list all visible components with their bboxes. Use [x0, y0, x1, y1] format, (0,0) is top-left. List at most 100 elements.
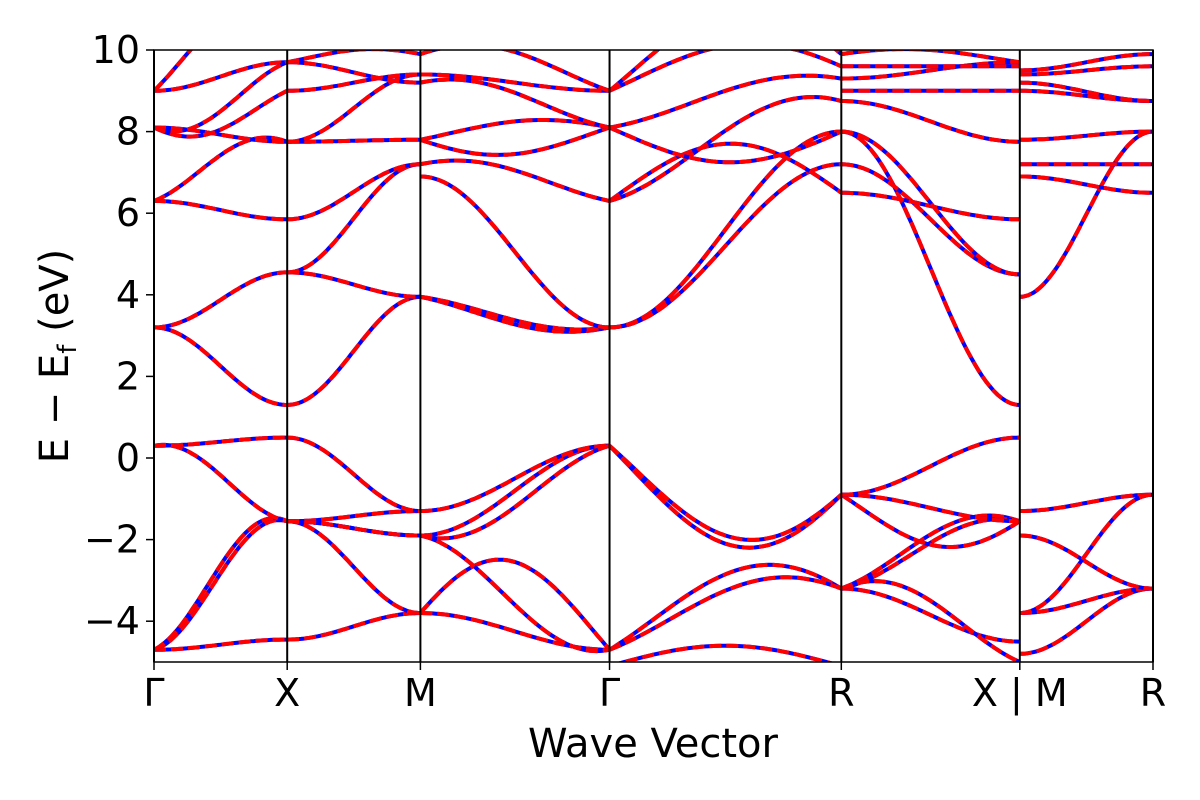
- band-line-red-2-10: [419, 125, 611, 157]
- band-line-red-3-6: [609, 162, 842, 330]
- band-line-red-2-9: [420, 174, 610, 330]
- band-line-red-4-1: [840, 513, 1021, 591]
- band-line-red-3-8: [608, 94, 842, 203]
- y-tick-label-5: 6: [116, 191, 140, 235]
- band-line-red-3-2: [616, 643, 835, 662]
- x-tick-label-1: X: [274, 671, 300, 715]
- band-line-red-2-14: [419, 50, 611, 93]
- band-line-blue-2-2: [419, 533, 610, 654]
- band-line-red-4-2: [840, 517, 1021, 591]
- band-line-red-0-2: [154, 516, 288, 652]
- band-line-blue-0-1: [154, 518, 288, 652]
- band-line-red-5-12: [1019, 52, 1153, 73]
- band-line-blue-2-4: [420, 443, 610, 513]
- band-line-blue-0-12: [154, 60, 288, 134]
- band-line-red-1-7: [287, 270, 421, 299]
- band-line-red-3-9: [608, 125, 843, 165]
- band-line-red-1-13: [287, 60, 421, 85]
- x-tick-label-6: R: [1140, 671, 1166, 715]
- band-line-blue-4-10: [841, 129, 1020, 277]
- band-line-red-4-15: [841, 50, 1021, 65]
- y-axis-title: E − Ef (eV): [32, 249, 83, 464]
- band-line-red-4-6: [841, 435, 1020, 497]
- band-line-red-0-10: [154, 89, 289, 139]
- band-line-red-1-12: [287, 72, 421, 93]
- y-tick-label-6: 8: [116, 110, 140, 154]
- band-line-blue-2-8: [420, 158, 610, 203]
- band-line-red-4-3: [840, 579, 1021, 662]
- band-line-red-3-1: [608, 575, 843, 652]
- band-line-red-1-8: [287, 162, 421, 275]
- band-line-red-4-8: [841, 162, 1020, 277]
- band-line-red-4-13: [841, 60, 1020, 81]
- x-tick-label-3: Γ: [599, 671, 620, 715]
- band-line-red-0-6: [154, 270, 288, 330]
- x-axis-ticks: Γ X M Γ R X | M R: [143, 662, 1166, 716]
- band-line-red-5-6: [1019, 174, 1153, 195]
- band-line-blue-0-4: [154, 442, 288, 524]
- band-line-blue-1-14: [286, 50, 421, 65]
- band-line-red-3-7: [608, 141, 843, 203]
- x-tick-label-2: M: [404, 671, 437, 715]
- band-line-red-0-8: [154, 135, 288, 203]
- y-tick-label-0: −4: [84, 599, 140, 643]
- x-tick-label-0: Γ: [143, 671, 164, 715]
- band-line-red-1-0: [287, 611, 421, 642]
- band-line-red-3-11: [608, 50, 843, 93]
- band-line-red-2-7: [420, 294, 610, 332]
- x-tick-label-4: R: [828, 671, 854, 715]
- band-line-red-0-11: [154, 60, 288, 93]
- band-line-red-4-0: [841, 586, 1020, 644]
- band-line-blue-0-13: [154, 50, 194, 93]
- band-line-red-0-12: [154, 60, 288, 134]
- band-line-red-0-5: [154, 325, 288, 407]
- band-line-red-0-4: [154, 442, 288, 524]
- y-tick-label-1: −2: [84, 518, 140, 562]
- band-line-red-2-2: [419, 533, 610, 654]
- band-line-red-2-13: [420, 77, 610, 130]
- band-line-red-5-11: [1019, 64, 1153, 77]
- plot-frame: [153, 49, 1154, 663]
- y-axis-ticks: −4 −2 0 2 4 6 8 10: [84, 28, 154, 643]
- band-line-red-5-3: [1019, 492, 1153, 513]
- band-line-red-2-12: [420, 72, 610, 93]
- y-tick-label-4: 4: [116, 273, 140, 317]
- band-line-red-3-0: [608, 562, 843, 652]
- band-line-red-1-11: [287, 72, 421, 144]
- band-line-red-3-3: [608, 444, 843, 550]
- band-line-red-0-9: [154, 125, 288, 144]
- band-line-red-0-13: [154, 50, 194, 93]
- band-line-red-5-8: [1019, 129, 1153, 142]
- band-line-red-2-11: [419, 118, 610, 142]
- band-line-red-3-10: [609, 73, 842, 130]
- band-line-red-4-4: [840, 493, 1021, 549]
- band-line-red-1-5: [287, 435, 421, 513]
- y-tick-label-3: 2: [116, 354, 140, 398]
- y-tick-label-2: 0: [116, 436, 140, 480]
- band-line-red-5-1: [1019, 586, 1153, 615]
- y-tick-label-7: 10: [92, 28, 140, 72]
- band-line-red-3-4: [608, 444, 843, 542]
- band-line-red-1-4: [287, 519, 421, 538]
- band-line-blue-3-1: [608, 575, 843, 652]
- x-axis-title: Wave Vector: [528, 721, 779, 767]
- band-line-blue-3-12: [608, 50, 843, 93]
- band-line-red-0-7: [154, 199, 288, 222]
- band-line-red-2-4: [420, 443, 610, 513]
- band-line-red-5-4: [1019, 492, 1153, 615]
- bands-layer: [154, 50, 1153, 662]
- band-line-red-4-11: [841, 99, 1020, 144]
- band-line-red-5-10: [1019, 80, 1153, 103]
- band-line-red-5-2: [1019, 533, 1153, 591]
- band-line-red-4-10: [841, 129, 1020, 277]
- band-line-red-0-0: [154, 637, 288, 652]
- band-line-red-4-5: [841, 492, 1020, 524]
- band-line-red-5-0: [1019, 586, 1153, 656]
- band-line-red-5-5: [1019, 129, 1153, 299]
- band-line-red-1-10: [287, 137, 421, 144]
- band-line-blue-1-7: [287, 270, 421, 299]
- band-line-red-4-7: [841, 129, 1020, 407]
- x-tick-label-5: X | M: [972, 671, 1068, 716]
- band-line-red-2-5: [419, 443, 611, 541]
